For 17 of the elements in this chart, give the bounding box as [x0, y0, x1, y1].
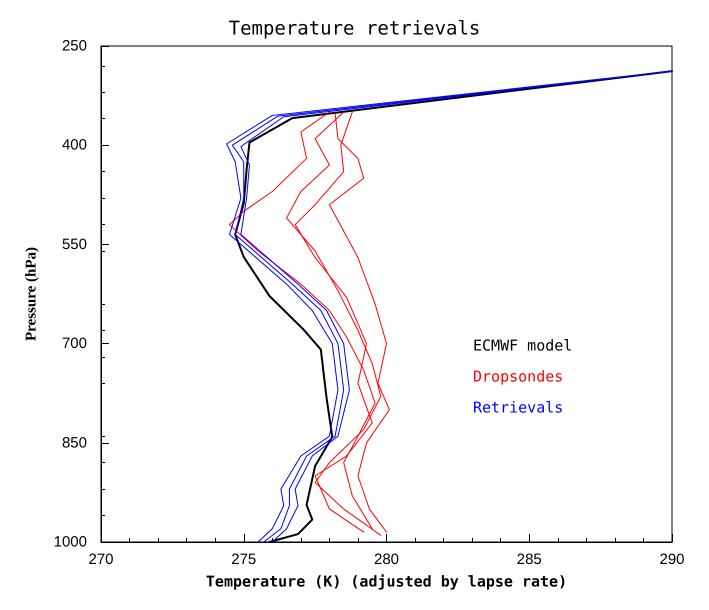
- y-tick-label: 1000: [54, 534, 87, 550]
- x-axis-title: Temperature (K) (adjusted by lapse rate): [206, 572, 568, 590]
- y-tick-label: 850: [62, 434, 87, 452]
- y-tick-label: 700: [62, 335, 87, 352]
- x-tick-label: 285: [516, 551, 542, 568]
- x-tick-label: 280: [374, 551, 400, 568]
- x-tick-label: 270: [88, 551, 114, 568]
- y-tick-label: 550: [62, 236, 87, 253]
- x-tick-label: 275: [231, 551, 256, 568]
- text: Retrievals: [473, 398, 564, 416]
- chart-title: Temperature retrievals: [228, 18, 480, 40]
- x-tick-label: 290: [659, 551, 685, 568]
- y-tick-label: 250: [62, 38, 87, 54]
- y-axis-title: Pressure (hPa): [24, 246, 40, 342]
- text: Dropsondes: [473, 368, 564, 386]
- y-tick-label: 400: [62, 136, 87, 154]
- text: ECMWF model: [473, 336, 572, 354]
